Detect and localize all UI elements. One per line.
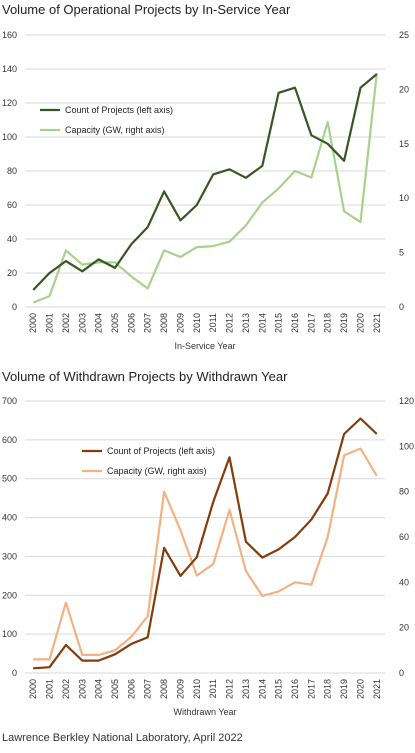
- capacity-series-line: [32, 72, 378, 304]
- left-axis-tick-label: 100: [2, 132, 17, 142]
- left-axis-tick-label: 140: [2, 64, 17, 74]
- left-axis-tick-label: 160: [2, 30, 17, 40]
- operational-projects-chart: 0 20 40 60 80 100 120 140 160 0 5 10 15 20 25 2000 2001 2…: [2, 30, 409, 351]
- x-axis-tick-label: 2016: [290, 679, 300, 699]
- x-axis-tick-label: 2009: [175, 313, 185, 333]
- x-axis-tick-label: 2018: [323, 679, 333, 699]
- x-axis-tick-label: 2012: [225, 679, 235, 699]
- x-axis-tick-label: 2015: [274, 679, 284, 699]
- left-axis-tick-label: 400: [2, 513, 17, 523]
- legend-label: Capacity (GW, right axis): [65, 125, 165, 135]
- chart-2-title: Volume of Withdrawn Projects by Withdraw…: [2, 369, 288, 384]
- x-axis-tick-label: 2010: [192, 679, 202, 699]
- right-axis-tick-label: 120: [399, 396, 414, 406]
- right-axis-tick-label: 25: [399, 30, 409, 40]
- x-axis-tick-label: 2004: [94, 679, 104, 699]
- left-axis-tick-label: 0: [12, 668, 17, 678]
- x-axis-tick-label: 2013: [241, 313, 251, 333]
- x-axis-tick-label: 2015: [274, 313, 284, 333]
- withdrawn-projects-chart: 0 100 200 300 400 500 600 700 0 20 40 60 80 100 120 200…: [2, 396, 414, 717]
- x-axis-tick-label: 2020: [355, 313, 365, 333]
- left-axis-tick-label: 300: [2, 551, 17, 561]
- count-series-line: [33, 417, 378, 670]
- x-axis-tick-label: 2004: [94, 313, 104, 333]
- legend-label: Count of Projects (left axis): [107, 446, 215, 456]
- x-axis-tick-label: 2021: [372, 679, 382, 699]
- x-axis-tick-label: 2002: [61, 679, 71, 699]
- x-axis-tick-label: 2014: [257, 313, 267, 333]
- capacity-series-line: [33, 447, 378, 661]
- x-axis-tick-label: 2008: [159, 313, 169, 333]
- x-axis-tick-label: 2003: [77, 679, 87, 699]
- x-axis-tick-label: 2014: [257, 679, 267, 699]
- left-axis-tick-label: 100: [2, 629, 17, 639]
- x-axis-tick-label: 2001: [45, 679, 55, 699]
- right-axis-tick-label: 15: [399, 139, 409, 149]
- right-axis-tick-label: 5: [399, 248, 404, 258]
- x-axis-tick-label: 2008: [159, 679, 169, 699]
- left-axis-tick-label: 40: [7, 234, 17, 244]
- x-axis-tick-label: 2005: [110, 313, 120, 333]
- left-axis-tick-label: 120: [2, 98, 17, 108]
- footer-credit: Lawrence Berkley National Laboratory, Ap…: [2, 732, 243, 744]
- x-axis-tick-label: 2001: [45, 313, 55, 333]
- right-axis-tick-label: 20: [399, 623, 409, 633]
- x-axis-tick-label: 2021: [372, 313, 382, 333]
- x-axis-tick-label: 2007: [143, 679, 153, 699]
- x-axis-tick-label: 2017: [306, 313, 316, 333]
- x-axis-tick-label: 2005: [110, 679, 120, 699]
- x-axis-tick-label: 2006: [126, 313, 136, 333]
- left-axis-tick-label: 700: [2, 396, 17, 406]
- x-axis-tick-label: 2012: [225, 313, 235, 333]
- right-axis-tick-label: 80: [399, 487, 409, 497]
- count-series-line: [32, 73, 378, 291]
- left-axis-tick-label: 200: [2, 590, 17, 600]
- right-axis-tick-label: 100: [399, 441, 414, 451]
- right-axis-tick-label: 10: [399, 193, 409, 203]
- chart-1-title: Volume of Operational Projects by In-Ser…: [2, 2, 291, 17]
- x-axis-tick-label: 2011: [208, 313, 218, 332]
- x-axis-tick-label: 2018: [323, 313, 333, 333]
- x-axis-tick-label: 2019: [339, 679, 349, 699]
- x-axis-tick-label: 2002: [61, 313, 71, 333]
- x-axis-label: In-Service Year: [174, 341, 235, 351]
- x-axis-tick-label: 2003: [77, 313, 87, 333]
- x-axis-tick-label: 2007: [143, 313, 153, 333]
- right-axis-tick-label: 40: [399, 577, 409, 587]
- right-axis-tick-label: 0: [399, 668, 404, 678]
- left-axis-tick-label: 80: [7, 166, 17, 176]
- left-axis-tick-label: 500: [2, 474, 17, 484]
- x-axis-tick-label: 2016: [290, 313, 300, 333]
- x-axis-tick-label: 2010: [192, 313, 202, 333]
- x-axis-label: Withdrawn Year: [173, 707, 236, 717]
- legend-label: Count of Projects (left axis): [65, 105, 173, 115]
- legend-label: Capacity (GW, right axis): [107, 466, 207, 476]
- x-axis-tick-label: 2000: [28, 679, 38, 699]
- x-axis-tick-label: 2013: [241, 679, 251, 699]
- left-axis-tick-label: 60: [7, 200, 17, 210]
- left-axis-tick-label: 600: [2, 435, 17, 445]
- left-axis-tick-label: 20: [7, 268, 17, 278]
- right-axis-tick-label: 20: [399, 84, 409, 94]
- right-axis-tick-label: 60: [399, 532, 409, 542]
- right-axis-tick-label: 0: [399, 302, 404, 312]
- x-axis-tick-label: 2000: [28, 313, 38, 333]
- left-axis-tick-label: 0: [12, 302, 17, 312]
- x-axis-tick-label: 2017: [306, 679, 316, 699]
- x-axis-tick-label: 2020: [355, 679, 365, 699]
- x-axis-tick-label: 2006: [126, 679, 136, 699]
- x-axis-tick-label: 2009: [175, 679, 185, 699]
- x-axis-tick-label: 2019: [339, 313, 349, 333]
- x-axis-tick-label: 2011: [208, 679, 218, 698]
